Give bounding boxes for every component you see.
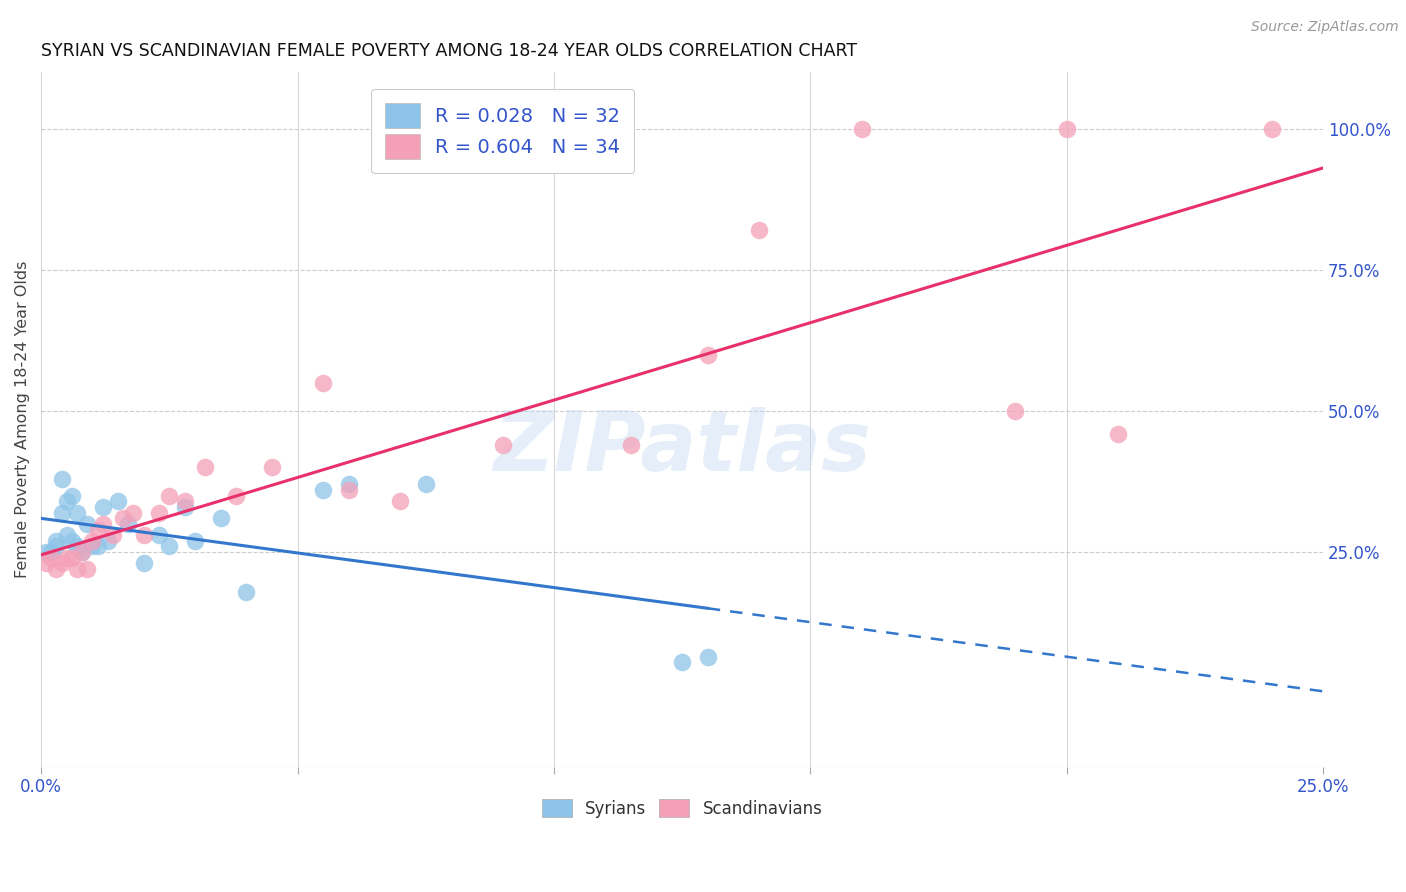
Point xyxy=(337,477,360,491)
Point xyxy=(132,528,155,542)
Point xyxy=(45,533,67,548)
Point xyxy=(66,540,89,554)
Point xyxy=(82,533,104,548)
Point xyxy=(91,516,114,531)
Point xyxy=(51,472,73,486)
Point xyxy=(173,494,195,508)
Point xyxy=(157,540,180,554)
Point xyxy=(148,506,170,520)
Point xyxy=(194,460,217,475)
Point xyxy=(491,438,513,452)
Point xyxy=(107,494,129,508)
Point xyxy=(91,500,114,514)
Text: ZIPatlas: ZIPatlas xyxy=(494,407,872,488)
Point xyxy=(209,511,232,525)
Point xyxy=(45,562,67,576)
Point xyxy=(132,557,155,571)
Point xyxy=(70,545,93,559)
Point xyxy=(66,506,89,520)
Point xyxy=(389,494,412,508)
Point xyxy=(671,655,693,669)
Point xyxy=(260,460,283,475)
Point xyxy=(55,494,77,508)
Text: Source: ZipAtlas.com: Source: ZipAtlas.com xyxy=(1251,20,1399,34)
Point xyxy=(112,511,135,525)
Point xyxy=(51,506,73,520)
Point xyxy=(173,500,195,514)
Point xyxy=(122,506,145,520)
Point xyxy=(41,550,63,565)
Text: SYRIAN VS SCANDINAVIAN FEMALE POVERTY AMONG 18-24 YEAR OLDS CORRELATION CHART: SYRIAN VS SCANDINAVIAN FEMALE POVERTY AM… xyxy=(41,42,858,60)
Point xyxy=(312,376,335,390)
Point xyxy=(82,540,104,554)
Point xyxy=(66,562,89,576)
Point xyxy=(41,545,63,559)
Point xyxy=(101,528,124,542)
Point xyxy=(55,550,77,565)
Point xyxy=(620,438,643,452)
Point xyxy=(1261,121,1284,136)
Point xyxy=(1056,121,1078,136)
Point xyxy=(1107,426,1129,441)
Point xyxy=(60,489,83,503)
Point xyxy=(60,550,83,565)
Point xyxy=(148,528,170,542)
Point xyxy=(1004,404,1026,418)
Point xyxy=(86,540,108,554)
Point xyxy=(55,528,77,542)
Point xyxy=(696,649,718,664)
Point xyxy=(235,584,257,599)
Point xyxy=(337,483,360,497)
Point xyxy=(35,557,58,571)
Point xyxy=(312,483,335,497)
Point xyxy=(45,540,67,554)
Point xyxy=(184,533,207,548)
Point xyxy=(70,545,93,559)
Point xyxy=(157,489,180,503)
Y-axis label: Female Poverty Among 18-24 Year Olds: Female Poverty Among 18-24 Year Olds xyxy=(15,260,30,578)
Point xyxy=(748,223,770,237)
Legend: Syrians, Scandinavians: Syrians, Scandinavians xyxy=(534,792,830,824)
Point xyxy=(696,348,718,362)
Point xyxy=(86,523,108,537)
Point xyxy=(35,545,58,559)
Point xyxy=(97,533,120,548)
Point xyxy=(851,121,873,136)
Point xyxy=(76,562,98,576)
Point xyxy=(76,516,98,531)
Point xyxy=(51,557,73,571)
Point xyxy=(415,477,437,491)
Point xyxy=(117,516,139,531)
Point xyxy=(225,489,247,503)
Point xyxy=(60,533,83,548)
